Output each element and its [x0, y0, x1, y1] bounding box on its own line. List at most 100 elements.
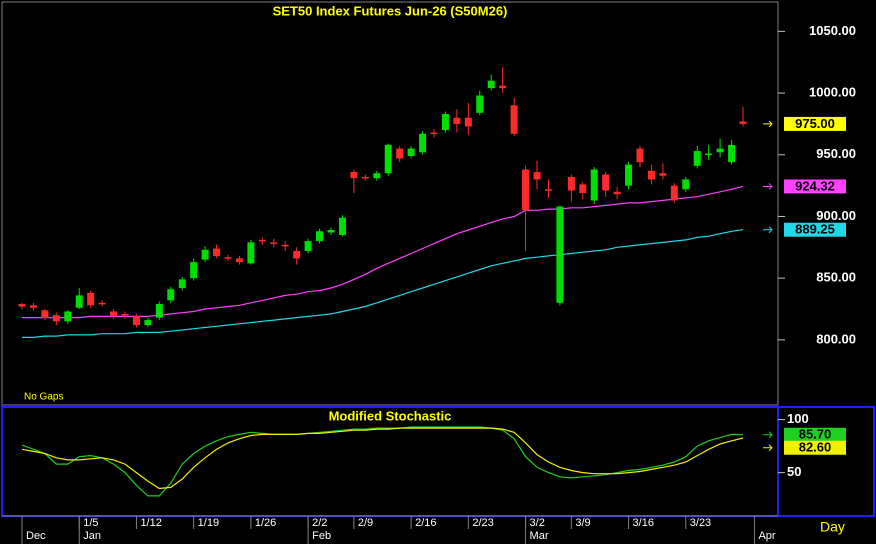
- candle-body: [728, 144, 736, 163]
- candle-body: [373, 173, 381, 179]
- candle-body: [430, 132, 438, 135]
- x-tick-label: 2/2: [312, 517, 327, 529]
- candle-body: [499, 85, 507, 89]
- candle-body: [121, 313, 129, 316]
- candle-body: [625, 164, 633, 186]
- x-tick-label: 2/23: [472, 517, 493, 529]
- candle-body: [670, 185, 678, 201]
- candle-body: [567, 176, 575, 191]
- x-axis-label: Day: [820, 519, 845, 535]
- candle-body: [522, 169, 530, 211]
- candle-body: [544, 189, 552, 191]
- value-label: 975.00: [795, 116, 835, 131]
- candle-body: [29, 305, 37, 308]
- label-arrow: [763, 431, 773, 439]
- candle-body: [190, 262, 198, 279]
- candle-body: [533, 172, 541, 180]
- candle-body: [396, 148, 404, 159]
- x-tick-label: 2/9: [358, 517, 373, 529]
- candle-body: [659, 173, 667, 176]
- candle-body: [453, 117, 461, 124]
- candle-body: [18, 304, 26, 307]
- candle-body: [281, 244, 289, 247]
- x-tick-label: 1/26: [255, 517, 276, 529]
- candle-body: [64, 311, 72, 322]
- candle-body: [510, 105, 518, 134]
- x-tick-label: 1/19: [198, 517, 219, 529]
- candle-body: [419, 133, 427, 153]
- value-label-box: [784, 222, 846, 237]
- candle-body: [110, 311, 118, 317]
- candle-body: [693, 151, 701, 166]
- chart-title: SET50 Index Futures Jun-26 (S50M26): [273, 3, 508, 18]
- month-label: Mar: [530, 530, 549, 542]
- candle-body: [201, 249, 209, 260]
- candle-body: [602, 174, 610, 191]
- x-tick-label: 3/16: [633, 517, 654, 529]
- y-tick-label: 1050.00: [809, 23, 856, 38]
- candle-body: [682, 179, 690, 190]
- candle-body: [590, 169, 598, 201]
- x-tick-label: 3/9: [575, 517, 590, 529]
- candle-body: [41, 310, 49, 318]
- moving-average: [22, 185, 744, 319]
- candle-body: [235, 258, 243, 263]
- candle-body: [316, 231, 324, 242]
- x-tick-label: 3/2: [530, 517, 545, 529]
- stochastic-axis-panel: [777, 406, 875, 517]
- candle-body: [270, 242, 278, 244]
- value-label: 85.70: [799, 427, 832, 442]
- y-tick-label: 850.00: [816, 270, 856, 285]
- candle-body: [224, 257, 232, 259]
- candle-body: [407, 148, 415, 156]
- candle-body: [327, 230, 335, 233]
- candle-body: [384, 144, 392, 174]
- label-arrow: [763, 444, 773, 452]
- candle-body: [75, 295, 83, 308]
- candle-body: [258, 239, 266, 242]
- candle-body: [338, 217, 346, 235]
- label-arrow: [763, 120, 773, 128]
- candle-body: [441, 114, 449, 131]
- candle-body: [613, 191, 621, 195]
- month-label: Jan: [83, 530, 101, 542]
- candle-body: [739, 121, 747, 124]
- candle-body: [155, 304, 163, 318]
- month-label: Feb: [312, 530, 331, 542]
- y-tick-label: 1000.00: [809, 85, 856, 100]
- value-label-box: [784, 179, 846, 194]
- y-tick-label: 800.00: [816, 331, 856, 346]
- candle-body: [87, 292, 95, 306]
- x-tick-label: 1/5: [83, 517, 98, 529]
- candle-body: [213, 248, 221, 256]
- candle-body: [556, 206, 564, 303]
- candle-body: [132, 316, 140, 326]
- candle-body: [487, 80, 495, 89]
- candle-body: [52, 315, 60, 322]
- stochastic-title: Modified Stochastic: [329, 408, 452, 423]
- candle-body: [476, 95, 484, 113]
- candle-body: [98, 302, 106, 305]
- value-label: 889.25: [795, 222, 835, 237]
- y-tick-label: 100: [787, 411, 809, 426]
- value-label-box: [784, 440, 846, 455]
- label-arrow: [763, 226, 773, 234]
- candle-body: [647, 170, 655, 180]
- candle-body: [636, 148, 644, 163]
- value-label: 924.32: [795, 178, 835, 193]
- candle-body: [716, 148, 724, 153]
- candle-body: [144, 320, 152, 326]
- price-panel: [1, 1, 779, 406]
- candle-body: [304, 241, 312, 252]
- label-arrow: [763, 183, 773, 190]
- x-tick-label: 1/12: [140, 517, 161, 529]
- candle-body: [350, 172, 358, 179]
- stochastic-line: [21, 426, 744, 497]
- value-label-box: [784, 116, 846, 131]
- candle-body: [293, 251, 301, 259]
- value-label-box: [784, 427, 846, 442]
- candle-body: [247, 242, 255, 264]
